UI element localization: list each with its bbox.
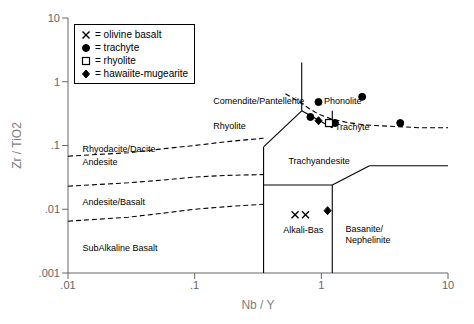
svg-text:Andesite/Basalt: Andesite/Basalt: [82, 197, 145, 207]
svg-text:.1: .1: [51, 139, 60, 151]
svg-text:10: 10: [442, 279, 454, 291]
svg-text:Phonolite: Phonolite: [324, 96, 362, 106]
svg-text:1: 1: [318, 279, 324, 291]
svg-text:Zr / TiO2: Zr / TiO2: [10, 122, 24, 169]
svg-text:SubAlkaline Basalt: SubAlkaline Basalt: [82, 243, 158, 253]
svg-text:1: 1: [54, 76, 60, 88]
svg-text:Rhyolite: Rhyolite: [213, 121, 246, 131]
svg-text:Trachyte: Trachyte: [335, 122, 370, 132]
html-text:= rhyolite: = rhyolite: [95, 55, 136, 66]
svg-text:Basanite/Nephelinite: Basanite/Nephelinite: [345, 224, 390, 245]
svg-text:10: 10: [48, 12, 60, 24]
svg-text:Alkali-Bas: Alkali-Bas: [283, 225, 324, 235]
html-text:= trachyte: = trachyte: [95, 42, 140, 53]
svg-text:Comendite/Pantellerite: Comendite/Pantellerite: [213, 96, 304, 106]
svg-text:.01: .01: [45, 203, 60, 215]
html-text:= olivine basalt: = olivine basalt: [95, 29, 162, 40]
svg-text:Andesite: Andesite: [82, 157, 117, 167]
svg-text:.01: .01: [60, 279, 75, 291]
svg-text:.001: .001: [39, 267, 60, 279]
svg-text:Trachyandesite: Trachyandesite: [288, 156, 349, 166]
html-text:= hawaiite-mugearite: = hawaiite-mugearite: [95, 68, 189, 79]
svg-text:Nb / Y: Nb / Y: [241, 298, 274, 312]
svg-text:.1: .1: [190, 279, 199, 291]
svg-text:Rhyodacite/Dacite: Rhyodacite/Dacite: [82, 144, 155, 154]
